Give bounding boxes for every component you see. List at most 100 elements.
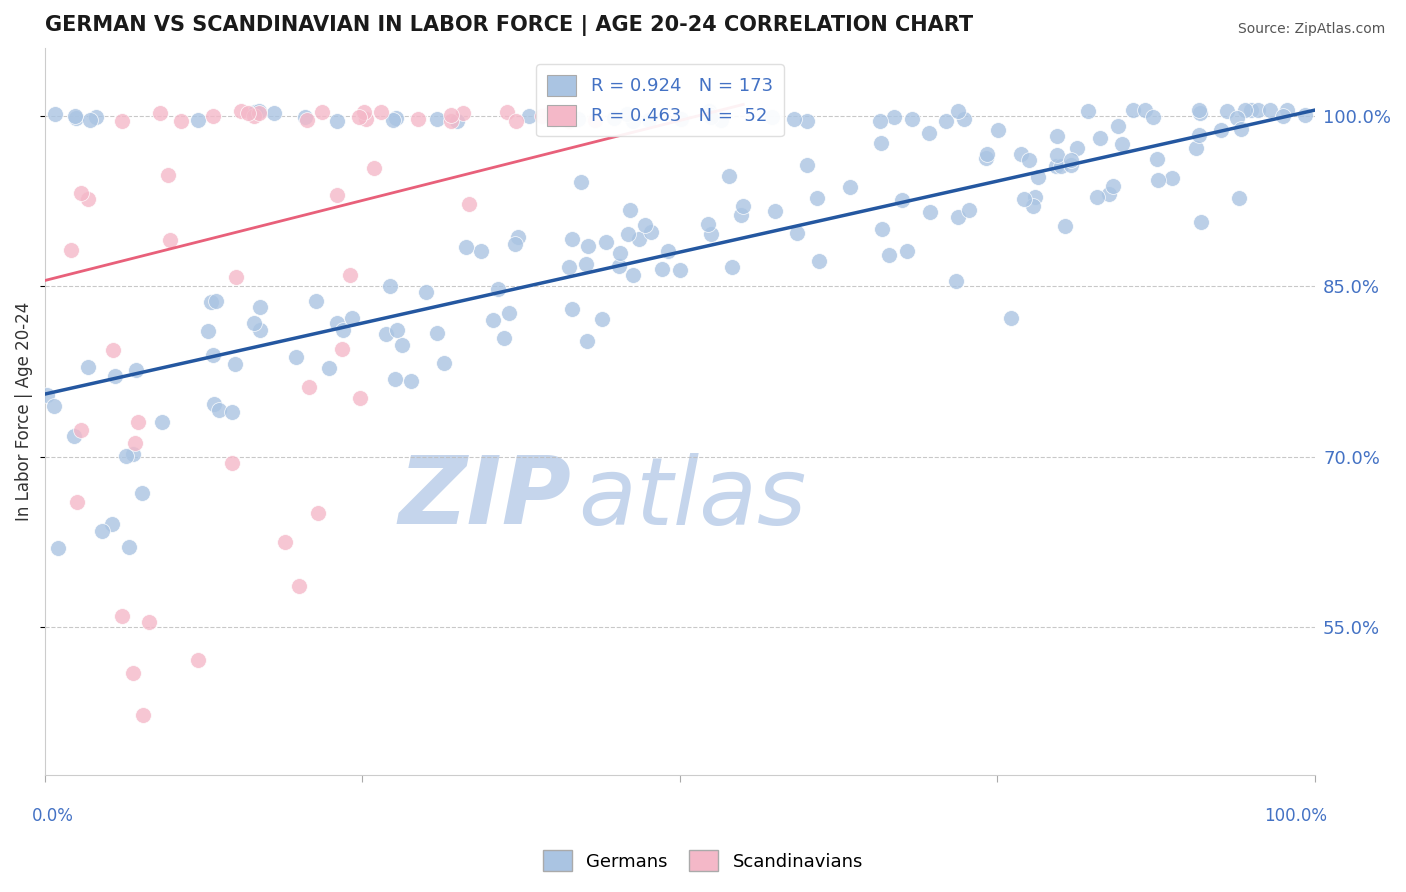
Point <box>391 338 413 352</box>
Point <box>945 274 967 288</box>
Point <box>1026 170 1049 185</box>
Point <box>561 302 583 317</box>
Point <box>806 191 828 205</box>
Point <box>326 113 349 128</box>
Point <box>111 113 134 128</box>
Point <box>1085 190 1108 204</box>
Point <box>796 114 818 128</box>
Point <box>63 109 86 123</box>
Point <box>101 517 124 532</box>
Point <box>1188 106 1211 120</box>
Point <box>486 282 509 296</box>
Point <box>221 405 243 419</box>
Point <box>307 506 329 520</box>
Point <box>918 126 941 140</box>
Point <box>763 204 786 219</box>
Point <box>125 362 148 376</box>
Point <box>901 112 924 126</box>
Point <box>101 343 124 357</box>
Point <box>761 110 783 124</box>
Point <box>65 111 87 125</box>
Point <box>1018 153 1040 167</box>
Point <box>1010 146 1032 161</box>
Point <box>651 262 673 277</box>
Point <box>1147 173 1170 187</box>
Point <box>946 104 969 119</box>
Point <box>288 579 311 593</box>
Point <box>1211 123 1233 137</box>
Point <box>76 360 98 375</box>
Point <box>111 608 134 623</box>
Point <box>1111 137 1133 152</box>
Point <box>1054 219 1077 233</box>
Point <box>974 151 997 165</box>
Point <box>1275 103 1298 117</box>
Point <box>896 244 918 259</box>
Point <box>621 268 644 283</box>
Point <box>249 300 271 314</box>
Point <box>354 112 377 127</box>
Point <box>952 112 974 127</box>
Point <box>225 269 247 284</box>
Point <box>505 114 527 128</box>
Point <box>325 187 347 202</box>
Point <box>1024 190 1046 204</box>
Point <box>595 235 617 249</box>
Point <box>247 104 270 119</box>
Point <box>70 186 93 200</box>
Point <box>918 204 941 219</box>
Point <box>1258 103 1281 117</box>
Point <box>451 106 474 120</box>
Point <box>150 415 173 429</box>
Point <box>492 331 515 345</box>
Point <box>349 391 371 405</box>
Point <box>640 225 662 239</box>
Point <box>44 107 66 121</box>
Point <box>202 397 225 411</box>
Point <box>229 103 252 118</box>
Point <box>243 316 266 330</box>
Text: ZIP: ZIP <box>399 452 572 544</box>
Point <box>567 112 589 127</box>
Point <box>170 114 193 128</box>
Point <box>1160 170 1182 185</box>
Point <box>987 123 1010 137</box>
Point <box>1294 108 1316 122</box>
Point <box>117 540 139 554</box>
Text: Source: ZipAtlas.com: Source: ZipAtlas.com <box>1237 22 1385 37</box>
Legend: Germans, Scandinavians: Germans, Scandinavians <box>536 843 870 879</box>
Point <box>616 107 638 121</box>
Text: atlas: atlas <box>578 453 807 544</box>
Point <box>506 230 529 244</box>
Point <box>1233 103 1256 117</box>
Point <box>1050 159 1073 173</box>
Point <box>187 112 209 127</box>
Point <box>783 112 806 126</box>
Point <box>583 112 606 127</box>
Point <box>243 109 266 123</box>
Point <box>1227 191 1250 205</box>
Point <box>42 399 65 413</box>
Point <box>363 161 385 176</box>
Point <box>132 708 155 723</box>
Point <box>46 541 69 555</box>
Point <box>69 423 91 437</box>
Point <box>699 104 721 119</box>
Point <box>415 285 437 300</box>
Point <box>619 203 641 218</box>
Point <box>576 239 599 253</box>
Point <box>1240 103 1263 117</box>
Point <box>426 326 449 340</box>
Point <box>298 380 321 394</box>
Point <box>208 402 231 417</box>
Point <box>378 279 401 293</box>
Point <box>1185 141 1208 155</box>
Point <box>384 372 406 386</box>
Point <box>86 110 108 124</box>
Point <box>890 194 912 208</box>
Point <box>731 199 754 213</box>
Point <box>121 447 143 461</box>
Point <box>35 388 58 402</box>
Point <box>609 246 631 260</box>
Point <box>730 209 752 223</box>
